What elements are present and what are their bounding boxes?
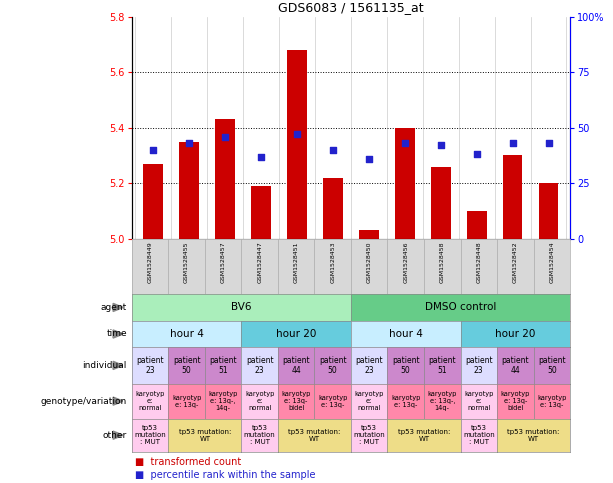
Text: genotype/variation: genotype/variation	[40, 397, 127, 406]
Polygon shape	[113, 431, 123, 439]
Text: time: time	[106, 329, 127, 339]
Text: tp53 mutation:
WT: tp53 mutation: WT	[288, 429, 341, 441]
Text: patient
50: patient 50	[173, 355, 200, 375]
Text: GSM1528449: GSM1528449	[148, 242, 153, 283]
Text: hour 4: hour 4	[170, 329, 204, 339]
Bar	[467, 211, 487, 239]
Bar	[180, 142, 199, 239]
Text: GSM1528457: GSM1528457	[221, 242, 226, 283]
Point	[292, 130, 302, 138]
Polygon shape	[113, 330, 123, 338]
Text: patient
51: patient 51	[428, 355, 456, 375]
Text: patient
51: patient 51	[209, 355, 237, 375]
Text: patient
50: patient 50	[392, 355, 419, 375]
Text: patient
23: patient 23	[465, 355, 493, 375]
Text: hour 20: hour 20	[276, 329, 316, 339]
Text: tp53 mutation:
WT: tp53 mutation: WT	[398, 429, 450, 441]
Text: GSM1528454: GSM1528454	[549, 242, 554, 283]
Text: karyotyp
e: 13q-,
14q-: karyotyp e: 13q-, 14q-	[208, 391, 238, 411]
Text: GSM1528451: GSM1528451	[294, 242, 299, 283]
Bar	[287, 50, 307, 239]
Text: karyotyp
e: 13q-,
14q-: karyotyp e: 13q-, 14q-	[427, 391, 457, 411]
Text: other: other	[102, 431, 127, 440]
Point	[436, 142, 446, 149]
Point	[148, 146, 158, 154]
Bar	[251, 186, 271, 239]
Text: GSM1528448: GSM1528448	[476, 242, 481, 283]
Point	[472, 151, 482, 158]
Text: tp53 mutation:
WT: tp53 mutation: WT	[178, 429, 231, 441]
Bar	[395, 128, 415, 239]
Text: tp53
mutation
: MUT: tp53 mutation : MUT	[244, 425, 275, 445]
Text: karyotyp
e:
normal: karyotyp e: normal	[245, 391, 275, 411]
Text: karyotyp
e:
normal: karyotyp e: normal	[354, 391, 384, 411]
Bar	[503, 156, 522, 239]
Title: GDS6083 / 1561135_at: GDS6083 / 1561135_at	[278, 1, 424, 14]
Text: patient
23: patient 23	[356, 355, 383, 375]
Bar	[143, 164, 163, 239]
Polygon shape	[113, 397, 123, 405]
Text: tp53 mutation:
WT: tp53 mutation: WT	[508, 429, 560, 441]
Text: karyotyp
e:
normal: karyotyp e: normal	[135, 391, 165, 411]
Text: GSM1528455: GSM1528455	[184, 242, 189, 283]
Polygon shape	[113, 303, 123, 312]
Bar	[215, 119, 235, 239]
Point	[220, 133, 230, 141]
Bar	[431, 167, 451, 239]
Point	[256, 153, 266, 160]
Text: patient
23: patient 23	[246, 355, 273, 375]
Text: patient
44: patient 44	[283, 355, 310, 375]
Text: DMSO control: DMSO control	[425, 302, 496, 313]
Bar	[359, 230, 379, 239]
Text: GSM1528450: GSM1528450	[367, 242, 371, 283]
Text: karyotyp
e: 13q-: karyotyp e: 13q-	[537, 395, 566, 408]
Text: patient
44: patient 44	[501, 355, 529, 375]
Point	[364, 155, 374, 163]
Text: tp53
mutation
: MUT: tp53 mutation : MUT	[463, 425, 495, 445]
Text: karyotyp
e: 13q-: karyotyp e: 13q-	[391, 395, 421, 408]
Text: patient
50: patient 50	[319, 355, 346, 375]
Text: karyotyp
e: 13q-: karyotyp e: 13q-	[318, 395, 348, 408]
Text: tp53
mutation
: MUT: tp53 mutation : MUT	[134, 425, 166, 445]
Text: hour 20: hour 20	[495, 329, 536, 339]
Text: BV6: BV6	[231, 302, 251, 313]
Point	[400, 140, 409, 147]
Text: individual: individual	[83, 361, 127, 370]
Text: GSM1528458: GSM1528458	[440, 242, 445, 283]
Text: karyotyp
e: 13q-
bidel: karyotyp e: 13q- bidel	[501, 391, 530, 411]
Text: karyotyp
e:
normal: karyotyp e: normal	[464, 391, 493, 411]
Point	[328, 146, 338, 154]
Text: patient
23: patient 23	[136, 355, 164, 375]
Bar	[539, 183, 558, 239]
Text: GSM1528447: GSM1528447	[257, 242, 262, 283]
Text: GSM1528453: GSM1528453	[330, 242, 335, 283]
Text: ■  transformed count: ■ transformed count	[135, 457, 241, 467]
Text: agent: agent	[101, 303, 127, 312]
Bar	[323, 178, 343, 239]
Text: GSM1528456: GSM1528456	[403, 242, 408, 283]
Text: patient
50: patient 50	[538, 355, 566, 375]
Text: ■  percentile rank within the sample: ■ percentile rank within the sample	[135, 470, 315, 480]
Text: hour 4: hour 4	[389, 329, 423, 339]
Text: karyotyp
e: 13q-
bidel: karyotyp e: 13q- bidel	[281, 391, 311, 411]
Point	[185, 140, 194, 147]
Text: GSM1528452: GSM1528452	[513, 242, 518, 283]
Point	[508, 140, 517, 147]
Polygon shape	[113, 361, 123, 369]
Point	[544, 140, 554, 147]
Text: tp53
mutation
: MUT: tp53 mutation : MUT	[353, 425, 385, 445]
Text: karyotyp
e: 13q-: karyotyp e: 13q-	[172, 395, 201, 408]
